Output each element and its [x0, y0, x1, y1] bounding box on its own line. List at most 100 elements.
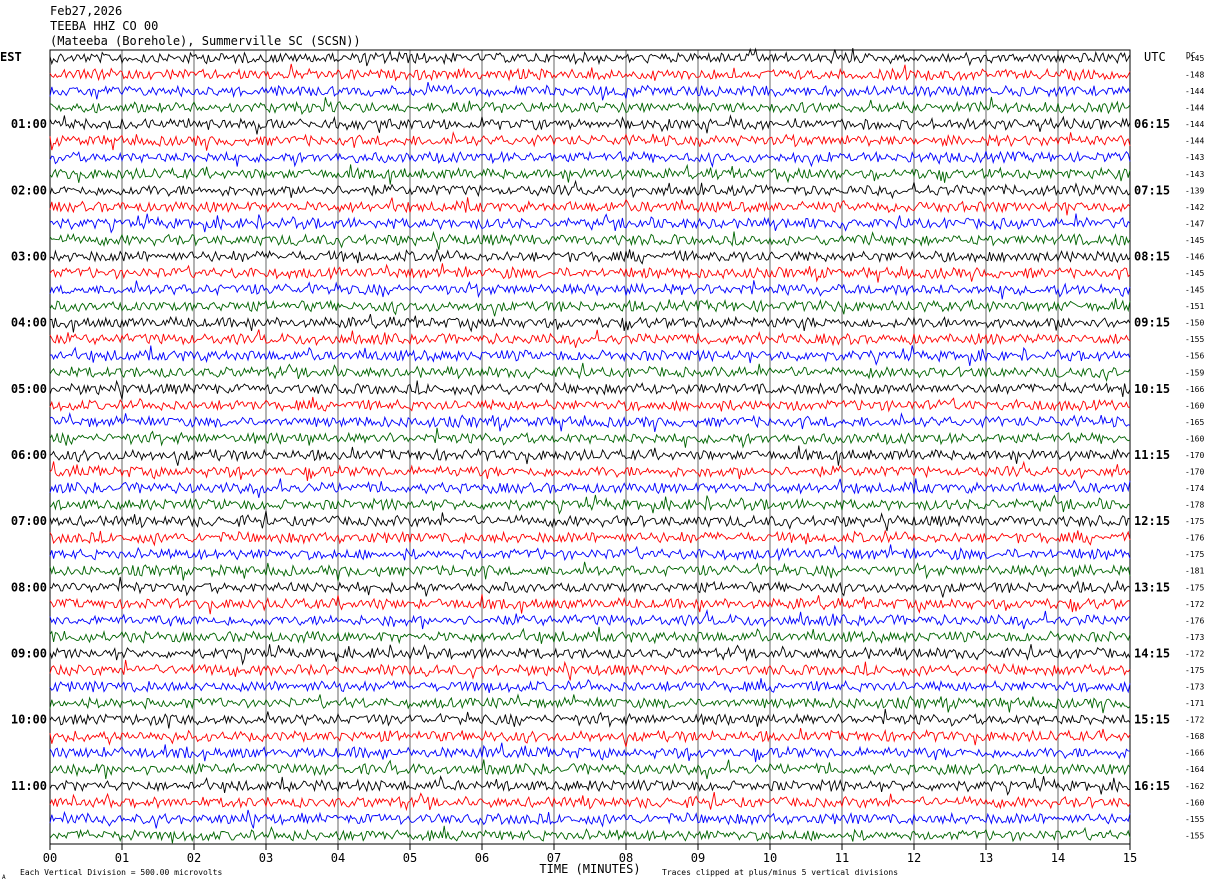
dc-offset-value: -172	[1185, 649, 1204, 658]
x-axis-title: TIME (MINUTES)	[539, 862, 640, 876]
est-hour-label: 05:00	[11, 382, 47, 396]
trace-line	[49, 608, 1131, 630]
x-tick-label: 15	[1123, 851, 1137, 865]
trace-line	[49, 47, 1131, 67]
corner-mark: A	[2, 874, 6, 881]
dc-offset-value: -166	[1185, 385, 1204, 394]
dc-offset-value: -181	[1185, 567, 1204, 576]
trace-line	[49, 298, 1131, 317]
trace-line	[49, 626, 1131, 645]
dc-offset-value: -144	[1185, 137, 1204, 146]
trace-line	[49, 774, 1130, 796]
dc-offset-value: -175	[1185, 550, 1204, 559]
dc-offset-value: -170	[1185, 451, 1204, 460]
trace-line	[49, 163, 1131, 185]
dc-offset-value: -171	[1185, 699, 1204, 708]
trace-line	[49, 659, 1131, 681]
dc-offset-value: -155	[1185, 831, 1204, 840]
trace-line	[49, 179, 1131, 200]
trace-line	[49, 728, 1131, 748]
utc-hour-label: 12:15	[1134, 514, 1170, 528]
est-hour-label: 09:00	[11, 646, 47, 660]
dc-offset-value: -150	[1185, 319, 1204, 328]
dc-offset-value: -145	[1185, 269, 1204, 278]
dc-offset-value: -172	[1185, 716, 1204, 725]
dc-offset-value: -170	[1185, 468, 1204, 477]
utc-hour-label: 07:15	[1134, 183, 1170, 197]
dc-offset-value: -151	[1185, 302, 1204, 311]
dc-offset-value: -175	[1185, 517, 1204, 526]
utc-hour-label: 08:15	[1134, 249, 1170, 263]
utc-hour-labels: 06:15 07:15 08:15 09:15 10:15 11:15 12:15 13:15…	[1134, 117, 1170, 793]
dc-offset-value: -144	[1185, 104, 1204, 113]
header-date: Feb27,2026	[50, 4, 123, 18]
trace-line	[49, 510, 1131, 532]
dc-offset-value: -176	[1185, 616, 1204, 625]
est-hour-label: 10:00	[11, 713, 47, 727]
dc-offset-value: -143	[1185, 153, 1204, 162]
trace-line	[49, 759, 1131, 780]
x-tick-label: 12	[907, 851, 921, 865]
dc-offset-value: -160	[1185, 401, 1204, 410]
utc-hour-label: 13:15	[1134, 580, 1170, 594]
trace-line	[49, 576, 1131, 598]
utc-hour-label: 14:15	[1134, 646, 1170, 660]
dc-offset-value: -160	[1185, 434, 1204, 443]
dc-offset-value: -172	[1185, 600, 1204, 609]
est-hour-label: 11:00	[11, 779, 47, 793]
minute-gridlines	[121, 50, 1059, 844]
trace-line	[49, 362, 1131, 383]
est-hour-label: 07:00	[11, 514, 47, 528]
x-tick-label: 06	[475, 851, 489, 865]
trace-line	[49, 544, 1131, 562]
trace-line	[49, 445, 1131, 466]
scale-note: Each Vertical Division = 500.00 microvol…	[20, 868, 222, 877]
est-hour-label: 03:00	[11, 249, 47, 263]
trace-line	[49, 792, 1131, 812]
trace-line	[49, 345, 1131, 366]
dc-label: DC	[1186, 51, 1196, 60]
trace-line	[49, 313, 1131, 333]
x-tick-label: 03	[259, 851, 273, 865]
dc-offset-value: -155	[1185, 815, 1204, 824]
trace-line	[49, 825, 1131, 844]
trace-line	[49, 63, 1131, 82]
plot-frame	[49, 49, 1131, 845]
est-hour-label: 01:00	[11, 117, 47, 131]
x-tick-label: 02	[187, 851, 201, 865]
dc-offset-value: -148	[1185, 71, 1204, 80]
dc-offset-value: -174	[1185, 484, 1204, 493]
trace-line	[49, 263, 1131, 283]
dc-offset-value: -160	[1185, 798, 1204, 807]
utc-hour-label: 16:15	[1134, 779, 1170, 793]
trace-line	[49, 460, 1131, 481]
clip-note: Traces clipped at plus/minus 5 vertical …	[662, 868, 898, 877]
trace-line	[49, 230, 1131, 250]
dc-offset-value: -159	[1185, 368, 1204, 377]
trace-line	[49, 412, 1131, 432]
trace-line	[49, 379, 1131, 400]
utc-hour-label: 09:15	[1134, 316, 1170, 330]
x-tick-label: 05	[403, 851, 417, 865]
trace-line	[49, 427, 1131, 449]
x-tick-label: 04	[331, 851, 345, 865]
trace-line	[49, 742, 1131, 763]
trace-line	[49, 644, 1131, 666]
dc-offset-labels: -145 -148 -144 -144 -144 -144 -143 -143 -139 -142…	[1185, 54, 1204, 840]
dc-offset-value: -175	[1185, 583, 1204, 592]
dc-offset-value: -147	[1185, 219, 1204, 228]
dc-offset-value: -162	[1185, 782, 1204, 791]
utc-hour-label: 06:15	[1134, 117, 1170, 131]
trace-line	[49, 213, 1131, 234]
trace-line	[49, 81, 1131, 101]
x-tick-label: 14	[1051, 851, 1065, 865]
dc-offset-value: -173	[1185, 683, 1204, 692]
dc-offset-value: -145	[1185, 54, 1204, 63]
header-location: (Mateeba (Borehole), Summerville SC (SCS…	[50, 34, 361, 48]
x-tick-label: 00	[43, 851, 57, 865]
trace-line	[49, 130, 1131, 151]
x-axis-ticks: 00 01 02 03 04 05 06 07 08 09 10 11 12 13 14 15	[43, 844, 1137, 865]
trace-line	[49, 197, 1131, 216]
x-tick-label: 13	[979, 851, 993, 865]
dc-offset-value: -155	[1185, 335, 1204, 344]
